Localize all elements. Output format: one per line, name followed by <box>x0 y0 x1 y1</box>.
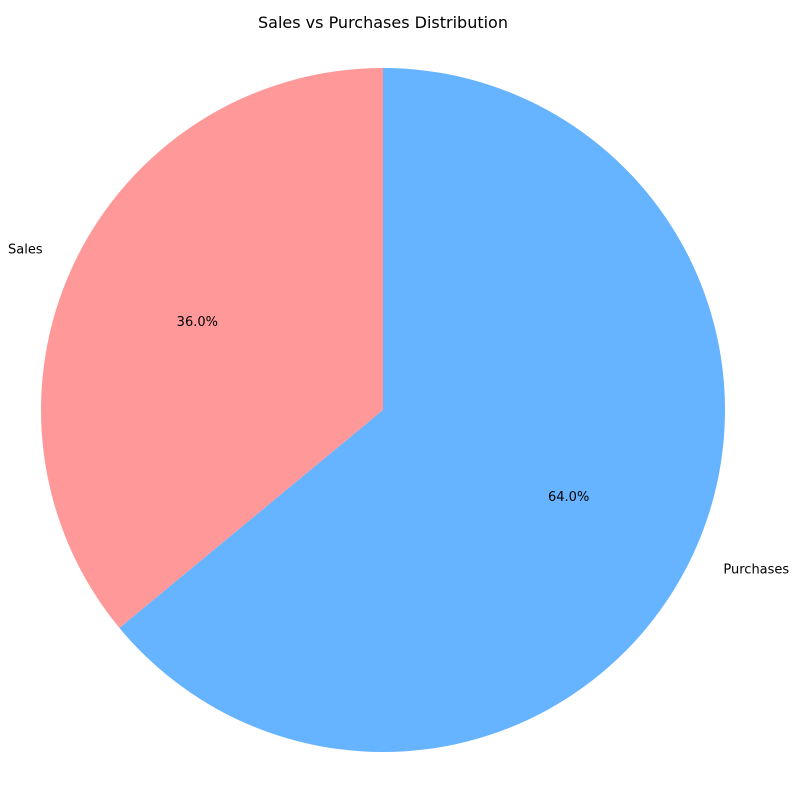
pie-slices <box>40 68 725 752</box>
slice-label-sales: Sales <box>8 242 43 257</box>
pie-slice-sales <box>40 68 384 628</box>
pie-labels: Sales 36.0% Purchases 64.0% <box>8 242 789 577</box>
percent-label-purchases: 64.0% <box>548 490 589 505</box>
chart-title: Sales vs Purchases Distribution <box>258 13 508 32</box>
percent-label-sales: 36.0% <box>177 315 218 330</box>
slice-label-purchases: Purchases <box>723 563 789 578</box>
pie-slice-purchases <box>119 68 725 752</box>
